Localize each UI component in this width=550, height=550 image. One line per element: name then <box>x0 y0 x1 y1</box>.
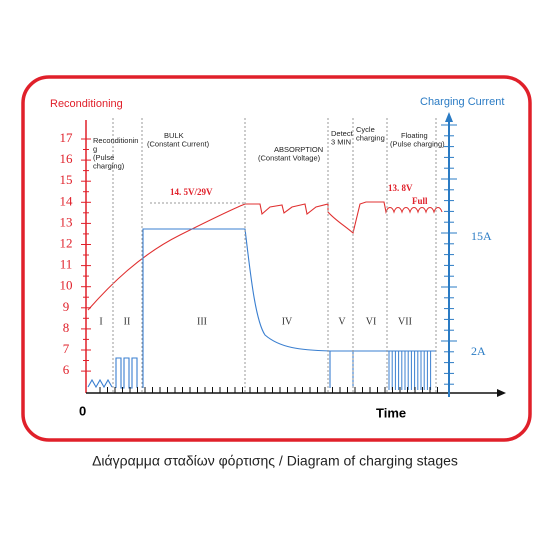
y-tick-label: 14 <box>60 193 74 208</box>
right-axis-title: Charging Current <box>420 96 504 108</box>
y-tick-label: 11 <box>60 257 73 272</box>
right-label: 15A <box>471 229 492 243</box>
y-tick-label: 8 <box>63 320 70 335</box>
stage-text: (Constant Current) <box>147 139 210 148</box>
stage-text: Cycle <box>356 125 375 134</box>
frame <box>21 75 532 442</box>
caption: Διάγραμμα σταδίων φόρτισης / Diagram of … <box>92 453 458 469</box>
stage-text: charging) <box>93 161 125 170</box>
left-axis-title: Reconditioning <box>50 98 123 110</box>
y-tick-label: 9 <box>63 299 70 314</box>
stage-numeral: II <box>124 316 131 327</box>
stage-text: Reconditionin <box>93 136 138 145</box>
stage-numeral: I <box>99 316 102 327</box>
arrow <box>497 389 506 397</box>
y-tick-label: 10 <box>60 278 73 293</box>
y-tick-label: 12 <box>60 235 73 250</box>
annotation: 14. 5V/29V <box>170 187 213 197</box>
x-axis-title: Time <box>376 405 406 420</box>
right-label: 2A <box>471 344 486 358</box>
stage-text: g <box>93 144 97 153</box>
stage-text: Floating <box>401 131 428 140</box>
y-tick-label: 6 <box>63 362 70 377</box>
stage-dividers <box>112 118 437 393</box>
stage-text: (Pulse <box>93 153 114 162</box>
annotation: 13. 8V <box>388 183 413 193</box>
arrow <box>445 112 453 122</box>
pulse-group <box>388 351 432 390</box>
stage-text: (Constant Voltage) <box>258 153 321 162</box>
voltage-curve <box>87 201 443 311</box>
stage-text: BULK <box>164 131 184 140</box>
stage-text: Detect <box>331 129 354 138</box>
current-curve <box>87 228 436 389</box>
y-tick-label: 7 <box>63 341 70 356</box>
stage-text: ABSORPTION <box>274 145 323 154</box>
origin-label: 0 <box>79 403 86 418</box>
annotation: Full <box>412 196 428 206</box>
stage-text: 3 MIN <box>331 137 351 146</box>
stage-numeral: VI <box>366 316 377 327</box>
stage-numeral: III <box>197 316 207 327</box>
y-tick-label: 15 <box>60 172 73 187</box>
stage-text: (Pulse charging) <box>390 139 445 148</box>
stage-text: charging <box>356 133 385 142</box>
y-tick-label: 13 <box>60 214 73 229</box>
stage-numeral: V <box>338 316 346 327</box>
stage-numeral: IV <box>282 316 293 327</box>
stage-numeral: VII <box>398 316 412 327</box>
y-tick-label: 16 <box>60 151 74 166</box>
y-tick-label: 17 <box>60 130 74 145</box>
